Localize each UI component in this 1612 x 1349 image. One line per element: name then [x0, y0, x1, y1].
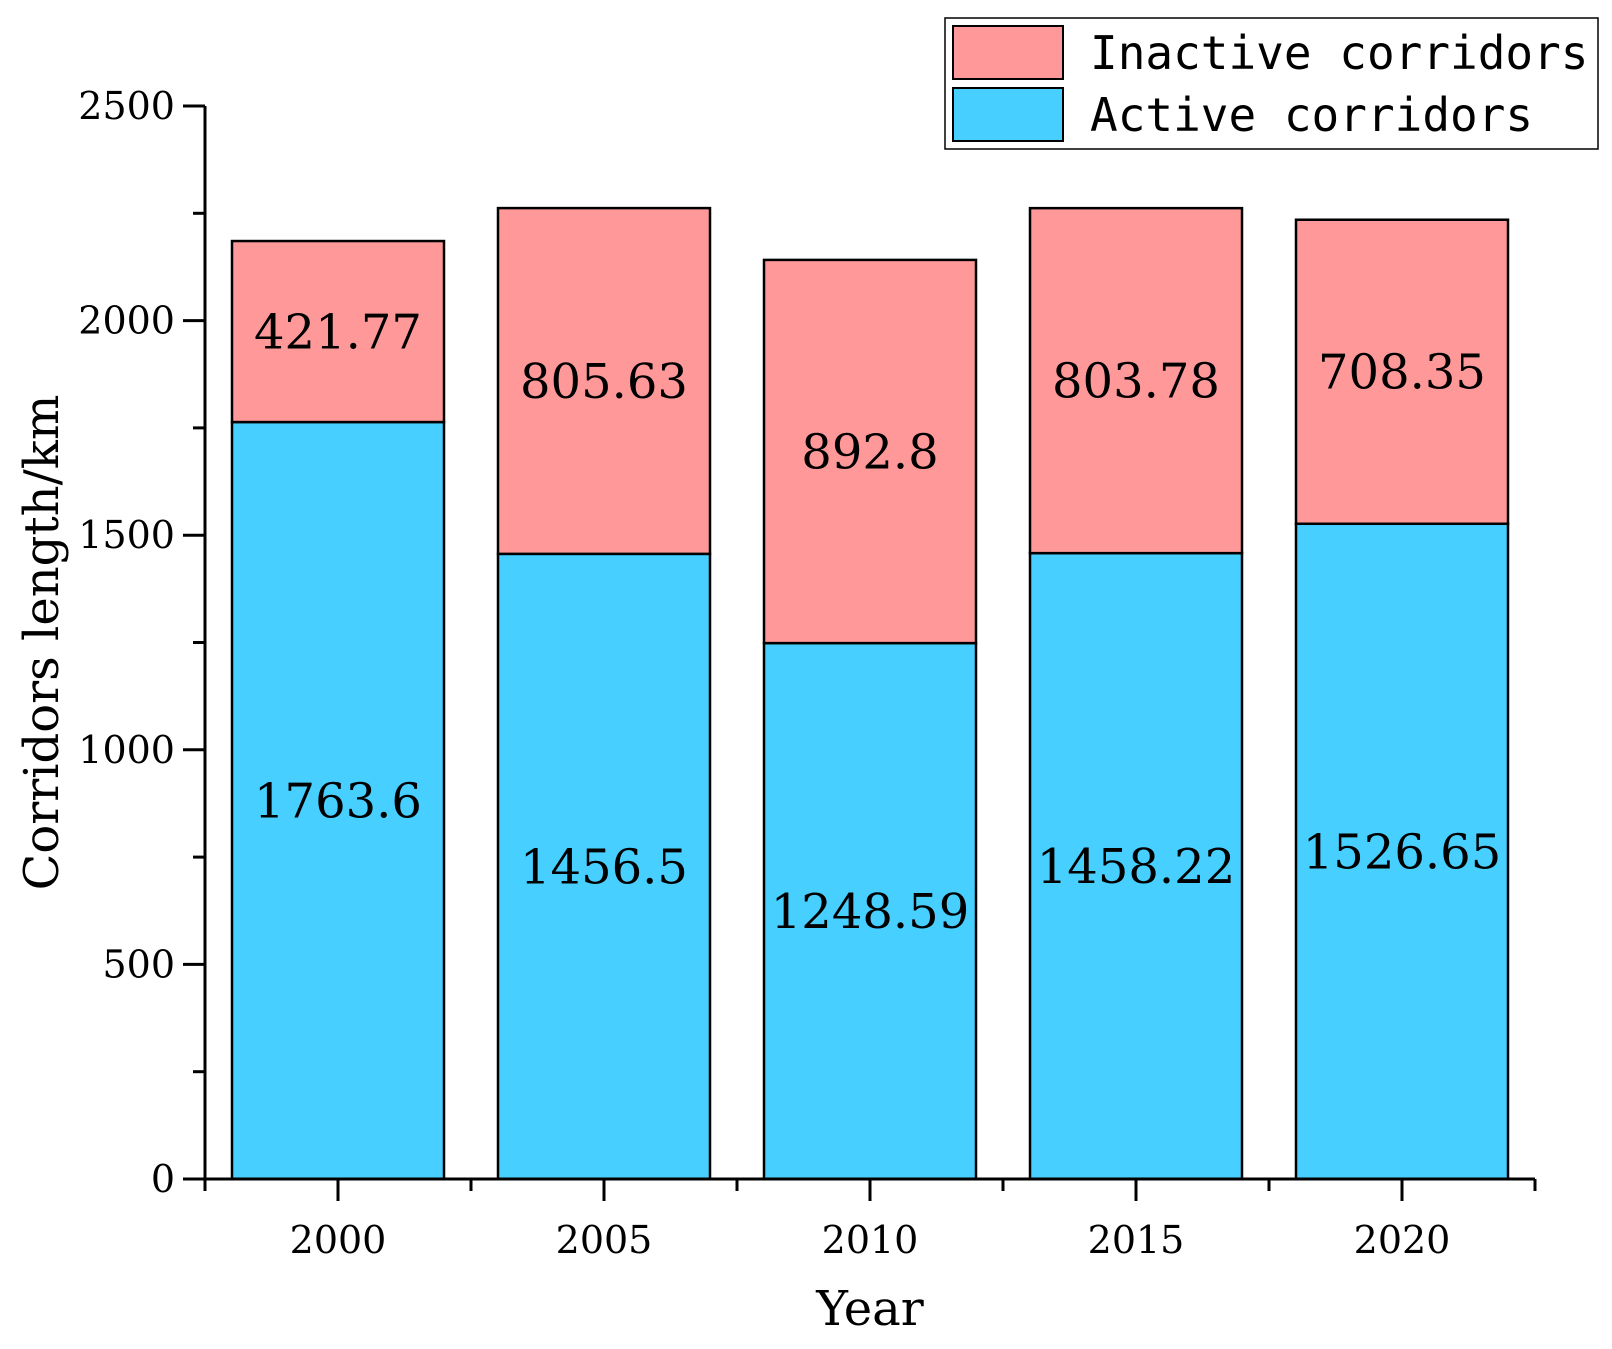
x-axis-title: Year [815, 1281, 924, 1337]
x-tick-label: 2000 [290, 1218, 387, 1262]
y-tick-label: 1500 [78, 513, 175, 557]
data-label-active-corridors-2005: 1456.5 [520, 839, 688, 895]
data-label-active-corridors-2010: 1248.59 [771, 884, 970, 940]
legend: Inactive corridors Active corridors [944, 17, 1599, 150]
data-label-inactive-corridors-2000: 421.77 [254, 305, 422, 361]
legend-swatch-inactive-corridors [952, 25, 1064, 80]
data-label-inactive-corridors-2005: 805.63 [520, 354, 688, 410]
data-label-active-corridors-2020: 1526.65 [1303, 824, 1502, 880]
x-tick-label: 2005 [556, 1218, 653, 1262]
x-tick-label: 2020 [1354, 1218, 1451, 1262]
legend-label-inactive-corridors: Inactive corridors [1090, 26, 1589, 80]
bar-active-corridors-2000 [230, 420, 446, 1181]
y-tick-label: 2000 [78, 299, 175, 343]
bar-active-corridors-2010 [762, 641, 978, 1181]
data-label-active-corridors-2015: 1458.22 [1037, 839, 1236, 895]
bar-inactive-corridors-2000 [230, 239, 446, 424]
y-tick-label: 0 [151, 1157, 175, 1201]
bar-inactive-corridors-2005 [496, 206, 712, 556]
axes-layer: 0 500 1000 1500 2000 2500 2000 2005 2010 2015 2020 [78, 84, 1537, 1262]
bar-inactive-corridors-2010 [762, 258, 978, 645]
y-axis-title: Corridors length/km [14, 395, 70, 891]
data-label-inactive-corridors-2015: 803.78 [1052, 354, 1220, 410]
bar-inactive-corridors-2015 [1028, 206, 1244, 555]
bar-inactive-corridors-2020 [1294, 218, 1510, 526]
legend-label-active-corridors: Active corridors [1090, 88, 1533, 142]
bars-layer [230, 206, 1510, 1181]
data-label-active-corridors-2000: 1763.6 [254, 774, 422, 830]
y-tick-label: 1000 [78, 728, 175, 772]
x-tick-label: 2015 [1088, 1218, 1185, 1262]
data-label-inactive-corridors-2010: 892.8 [801, 425, 938, 481]
y-tick-label: 2500 [78, 84, 175, 128]
data-labels-layer: 1763.6 421.77 1456.5 805.63 1248.59 892.8 1458… [254, 305, 1501, 941]
y-tick-label: 500 [102, 942, 175, 986]
data-label-inactive-corridors-2020: 708.35 [1318, 345, 1486, 401]
legend-swatch-active-corridors [952, 87, 1064, 142]
x-tick-label: 2010 [822, 1218, 919, 1262]
